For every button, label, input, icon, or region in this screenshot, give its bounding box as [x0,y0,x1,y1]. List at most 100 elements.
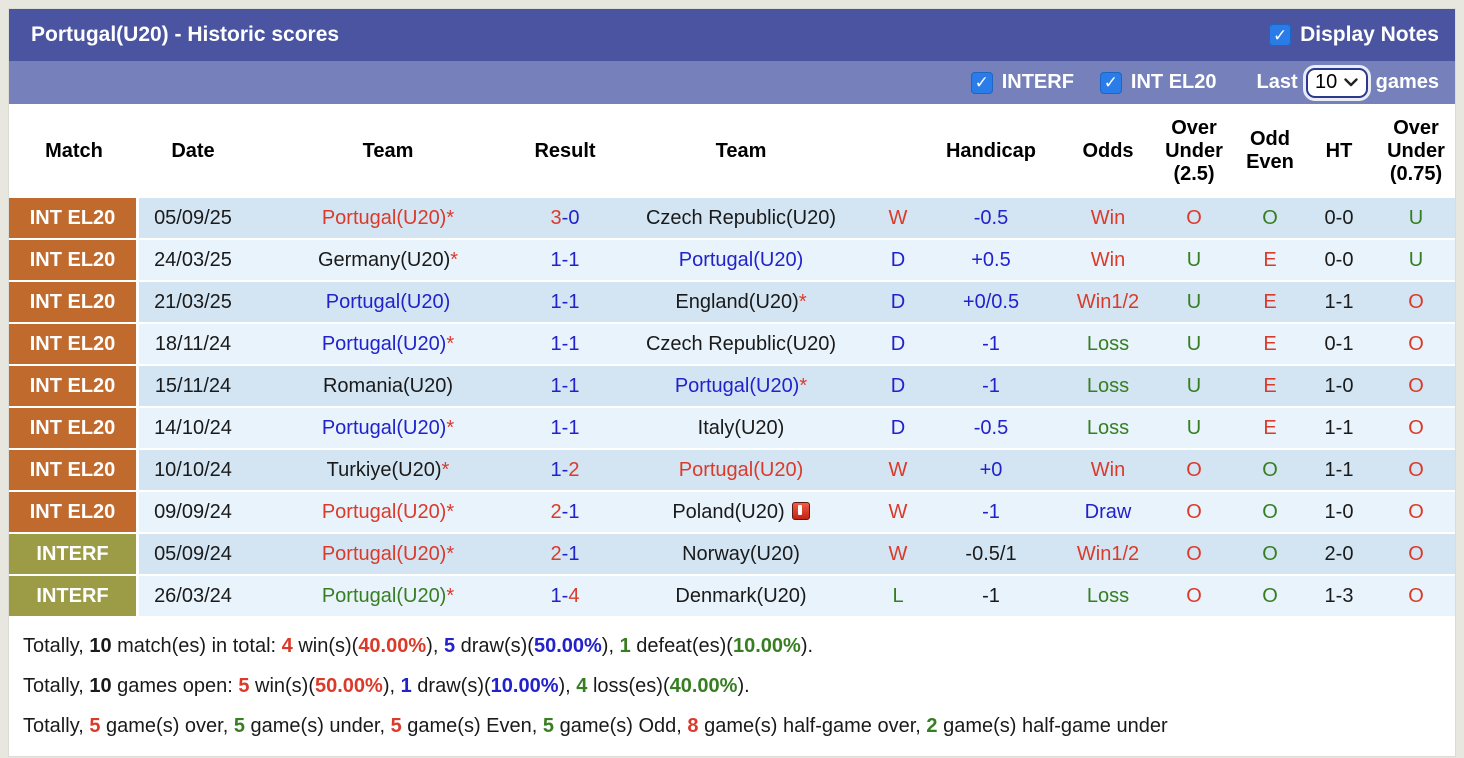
summary-segment: 5 [542,715,555,737]
summary-segment: 5 [390,715,402,737]
match-date-cell: 24/03/25 [139,240,247,282]
odds-cell: Win1/2 [1067,282,1149,324]
wdl-cell: D [881,324,915,366]
display-notes-checkbox[interactable]: ✓ [1269,24,1292,46]
league-badge[interactable]: INT EL20 [9,492,139,534]
away-team-name[interactable]: Italy(U20) [697,416,785,439]
home-team-name[interactable]: Portugal(U20) [321,542,447,565]
result-cell: 1-1 [529,282,601,324]
away-score: 1 [568,542,580,565]
away-team-name[interactable]: Czech Republic(U20) [645,206,837,229]
summary-line-3: Totally, 5 game(s) over, 5 game(s) under… [23,706,1441,746]
home-team-name[interactable]: Portugal(U20) [321,332,447,355]
summary-segment: games open: [111,675,239,697]
col-header-away: Team [601,104,881,198]
match-row: INT EL20 18/11/24 Portugal(U20)* 1-1 Czech R… [9,324,1455,366]
games-count-select[interactable]: 10 [1305,67,1368,98]
wdl-cell: W [881,492,915,534]
odds-cell: Loss [1067,366,1149,408]
odd-even-cell: E [1239,408,1301,450]
last-games-control: Last 10 games [1256,67,1439,98]
match-row: INTERF 05/09/24 Portugal(U20)* 2-1 Norway(U2… [9,534,1455,576]
odd-even-cell: O [1239,492,1301,534]
score-dash: - [561,458,569,481]
col-header-result: Result [529,104,601,198]
away-team-cell: Portugal(U20) [601,450,881,492]
checkmark-icon: ✓ [1272,25,1288,45]
col-header-wdl [881,104,915,198]
away-team-name[interactable]: Portugal(U20) [678,458,804,481]
home-team-name[interactable]: Portugal(U20) [325,290,451,313]
league-badge[interactable]: INT EL20 [9,450,139,492]
away-score: 1 [568,374,580,397]
summary-segment: win(s)( [292,635,359,657]
home-score: 3 [550,206,562,229]
summary-segment: game(s) half-game over, [698,715,927,737]
away-team-name[interactable]: Czech Republic(U20) [645,332,837,355]
match-row: INT EL20 21/03/25 Portugal(U20) 1-1 England(… [9,282,1455,324]
summary-segment: ), [601,635,620,657]
odd-even-cell: O [1239,534,1301,576]
display-notes-label[interactable]: Display Notes [1300,23,1439,46]
int-el20-label[interactable]: INT EL20 [1130,71,1217,93]
league-badge[interactable]: INT EL20 [9,408,139,450]
summary-segment: ), [426,635,444,657]
over-under-075-cell: U [1377,198,1455,240]
league-badge[interactable]: INTERF [9,576,139,618]
league-badge[interactable]: INT EL20 [9,240,139,282]
away-team-name[interactable]: Portugal(U20) [678,248,804,271]
score-dash: - [561,332,569,355]
away-team-name[interactable]: Denmark(U20) [675,584,807,607]
summary-segment: 50.00% [533,635,602,657]
home-advantage-star: * [446,332,455,355]
summary-segment: ). [800,635,814,657]
half-time-score-cell: 1-3 [1301,576,1377,618]
home-team-name[interactable]: Portugal(U20) [321,206,447,229]
home-advantage-star: * [446,416,455,439]
handicap-cell: +0/0.5 [915,282,1067,324]
last-label: Last [1256,71,1298,93]
interf-checkbox[interactable]: ✓ [970,71,993,94]
home-team-name[interactable]: Portugal(U20) [321,416,447,439]
home-advantage-star: * [446,542,455,565]
league-badge[interactable]: INT EL20 [9,324,139,366]
match-date-cell: 21/03/25 [139,282,247,324]
home-team-name[interactable]: Romania(U20) [322,374,454,397]
match-date-cell: 26/03/24 [139,576,247,618]
away-team-name[interactable]: England(U20) [675,290,799,313]
match-row: INT EL20 05/09/25 Portugal(U20)* 3-0 Czech R… [9,198,1455,240]
handicap-cell: -0.5 [915,408,1067,450]
over-under-25-cell: U [1149,324,1239,366]
away-team-cell: Italy(U20) [601,408,881,450]
league-badge[interactable]: INT EL20 [9,366,139,408]
away-team-name[interactable]: Portugal(U20) [674,374,800,397]
away-team-name[interactable]: Norway(U20) [682,542,800,565]
summary-segment: 5 [238,675,250,697]
away-team-cell: Denmark(U20) [601,576,881,618]
summary-section: Totally, 10 match(es) in total: 4 win(s)… [9,618,1455,756]
half-time-score-cell: 1-0 [1301,366,1377,408]
home-team-name[interactable]: Germany(U20) [317,248,451,271]
home-score: 1 [550,416,562,439]
col-header-ht: HT [1301,104,1377,198]
away-score: 1 [568,416,580,439]
home-team-cell: Portugal(U20)* [247,534,529,576]
away-team-cell: Norway(U20) [601,534,881,576]
wdl-cell: W [881,198,915,240]
summary-line-1: Totally, 10 match(es) in total: 4 win(s)… [23,626,1441,666]
home-advantage-star: * [446,584,455,607]
home-team-name[interactable]: Turkiye(U20) [326,458,442,481]
int-el20-checkbox[interactable]: ✓ [1099,71,1122,94]
over-under-25-cell: O [1149,576,1239,618]
home-advantage-star: * [798,290,807,313]
match-rows: INT EL20 05/09/25 Portugal(U20)* 3-0 Czech R… [9,198,1455,618]
league-badge[interactable]: INT EL20 [9,198,139,240]
league-badge[interactable]: INT EL20 [9,282,139,324]
home-team-name[interactable]: Portugal(U20) [321,500,447,523]
home-team-cell: Portugal(U20)* [247,324,529,366]
half-time-score-cell: 2-0 [1301,534,1377,576]
league-badge[interactable]: INTERF [9,534,139,576]
home-team-name[interactable]: Portugal(U20) [321,584,447,607]
interf-label[interactable]: INTERF [1001,71,1074,93]
away-team-name[interactable]: Poland(U20) [672,500,785,523]
